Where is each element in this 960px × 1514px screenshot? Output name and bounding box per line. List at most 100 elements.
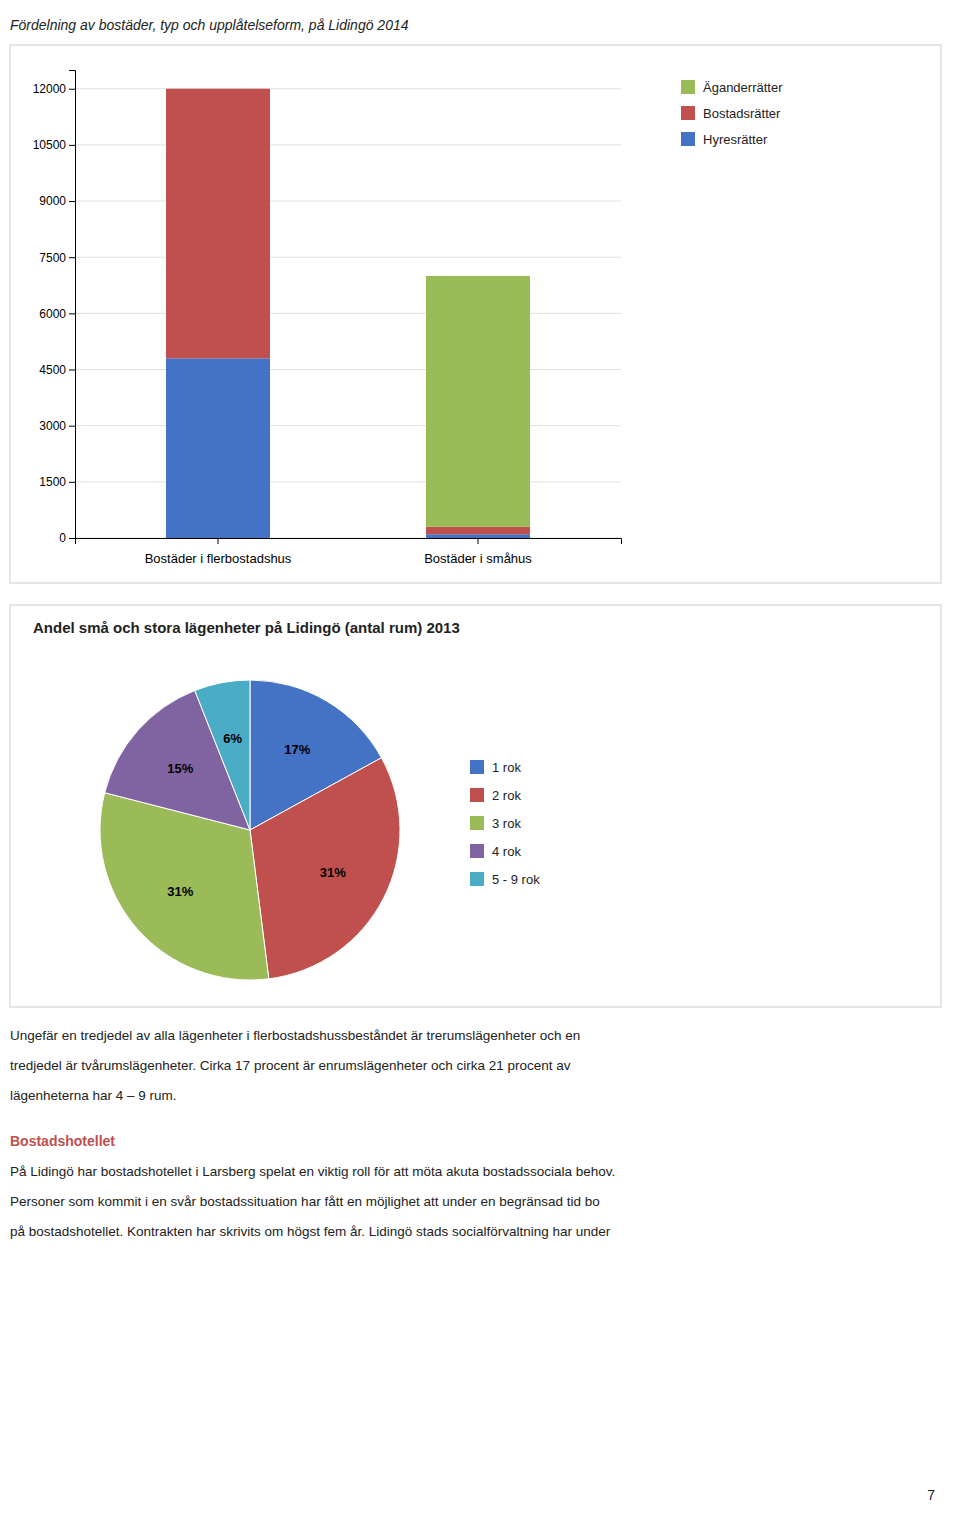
bar: [426, 527, 530, 534]
tick-label: Bostäder i småhus: [424, 551, 532, 566]
bar: [166, 89, 270, 359]
legend-swatch: [681, 80, 695, 94]
tick: 12000: [33, 82, 75, 96]
grid-line: [75, 425, 621, 426]
grid: [75, 89, 621, 538]
legend-item: 2 rok: [470, 788, 521, 803]
grid-line: [75, 313, 621, 314]
page: Fördelning av bostäder, typ och upplåtel…: [0, 0, 960, 1514]
grid-line: [75, 369, 621, 370]
axis-line: [69, 71, 76, 539]
tick: 7500: [39, 251, 75, 265]
legend-label: Äganderrätter: [703, 80, 783, 95]
legend-swatch: [470, 788, 484, 802]
bar: [426, 276, 530, 527]
grid-line: [75, 201, 621, 202]
bar: [166, 88, 270, 89]
tick-mark: [69, 313, 75, 314]
bar: [166, 358, 270, 538]
tick-mark: [69, 538, 75, 539]
tick-mark: [69, 370, 75, 371]
data-labels: 17% 31% 31% 15% 6%: [167, 731, 346, 899]
tick-label: 6000: [39, 307, 66, 321]
axis-line: [76, 539, 622, 545]
tick: Bostäder i flerbostadshus: [145, 538, 292, 566]
tick: 4500: [39, 363, 75, 377]
body-text: Ungefär en tredjedel av alla lägenheter …: [10, 1028, 615, 1239]
legend-swatch: [681, 106, 695, 120]
tick-mark: [69, 201, 75, 202]
tick: 0: [59, 531, 75, 545]
legend: Äganderrätter Bostadsrätter Hyresrätter: [681, 80, 783, 147]
body-line: Personer som kommit i en svår bostadssit…: [10, 1194, 600, 1209]
panel-frame: [10, 605, 941, 1007]
panel-frame: [10, 45, 941, 583]
legend-label: 5 - 9 rok: [492, 872, 540, 887]
y-axis: 0 1500 3000 4500 6000 7500 9000 10500 12000: [33, 71, 76, 546]
page-number: 7: [927, 1487, 935, 1503]
grid-line: [75, 257, 621, 258]
legend-item: 1 rok: [470, 760, 521, 775]
tick-label: 4500: [39, 363, 66, 377]
legend-swatch: [681, 132, 695, 146]
chart-title: Andel små och stora lägenheter på Liding…: [33, 619, 460, 636]
legend-item: 4 rok: [470, 844, 521, 859]
legend-label: Bostadsrätter: [703, 106, 781, 121]
legend-item: Hyresrätter: [681, 132, 768, 147]
slice: [250, 758, 400, 979]
slice: [195, 680, 250, 830]
body-line: lägenheterna har 4 – 9 rum.: [10, 1088, 177, 1103]
tick-label: 3000: [39, 419, 66, 433]
body-line: på bostadshotellet. Kontrakten har skriv…: [10, 1224, 611, 1239]
tick-label: 12000: [33, 82, 67, 96]
data-label: 31%: [320, 865, 346, 880]
tick-label: 10500: [33, 138, 67, 152]
tick-label: 1500: [39, 475, 66, 489]
tick: 10500: [33, 138, 75, 152]
legend-label: Hyresrätter: [703, 132, 768, 147]
legend-swatch: [470, 760, 484, 774]
tick-mark: [478, 538, 479, 544]
legend-item: 5 - 9 rok: [470, 872, 540, 887]
bars: [166, 89, 530, 538]
tick-mark: [69, 482, 75, 483]
legend-label: 2 rok: [492, 788, 521, 803]
tick: Bostäder i småhus: [424, 538, 532, 566]
legend-label: 1 rok: [492, 760, 521, 775]
data-label: 31%: [167, 884, 193, 899]
tick-label: 9000: [39, 194, 66, 208]
legend-item: Bostadsrätter: [681, 106, 781, 121]
legend: 1 rok 2 rok 3 rok 4 rok 5 - 9 rok: [470, 760, 540, 887]
tick-label: 0: [59, 531, 66, 545]
bar: [426, 534, 530, 538]
tick-label: 7500: [39, 251, 66, 265]
tick-mark: [69, 89, 75, 90]
data-label: 6%: [223, 731, 242, 746]
data-label: 17%: [284, 742, 310, 757]
legend-item: Äganderrätter: [681, 80, 783, 95]
bar-chart: 0 1500 3000 4500 6000 7500 9000 10500 12000 Bostä…: [33, 71, 622, 566]
body-line: Ungefär en tredjedel av alla lägenheter …: [10, 1028, 580, 1043]
tick-mark: [69, 426, 75, 427]
tick-label: Bostäder i flerbostadshus: [145, 551, 292, 566]
legend-swatch: [470, 816, 484, 830]
grid-line: [75, 144, 621, 145]
grid-line: [75, 481, 621, 482]
slices: [100, 680, 400, 980]
data-label: 15%: [167, 761, 193, 776]
legend-label: 3 rok: [492, 816, 521, 831]
body-line: På Lidingö har bostadshotellet i Larsber…: [10, 1164, 615, 1179]
grid-line: [75, 88, 621, 89]
section-heading: Bostadshotellet: [10, 1133, 115, 1149]
tick: 1500: [39, 475, 75, 489]
x-axis: Bostäder i flerbostadshus Bostäder i småh…: [76, 538, 622, 566]
body-line: tredjedel är tvårumslägenheter. Cirka 17…: [10, 1058, 571, 1073]
tick: 9000: [39, 194, 75, 208]
legend-swatch: [470, 872, 484, 886]
main-title: Fördelning av bostäder, typ och upplåtel…: [10, 17, 409, 33]
tick: 3000: [39, 419, 75, 433]
tick: 6000: [39, 307, 75, 321]
tick-mark: [69, 257, 75, 258]
pie-chart: 17% 31% 31% 15% 6%: [100, 680, 400, 980]
legend-label: 4 rok: [492, 844, 521, 859]
